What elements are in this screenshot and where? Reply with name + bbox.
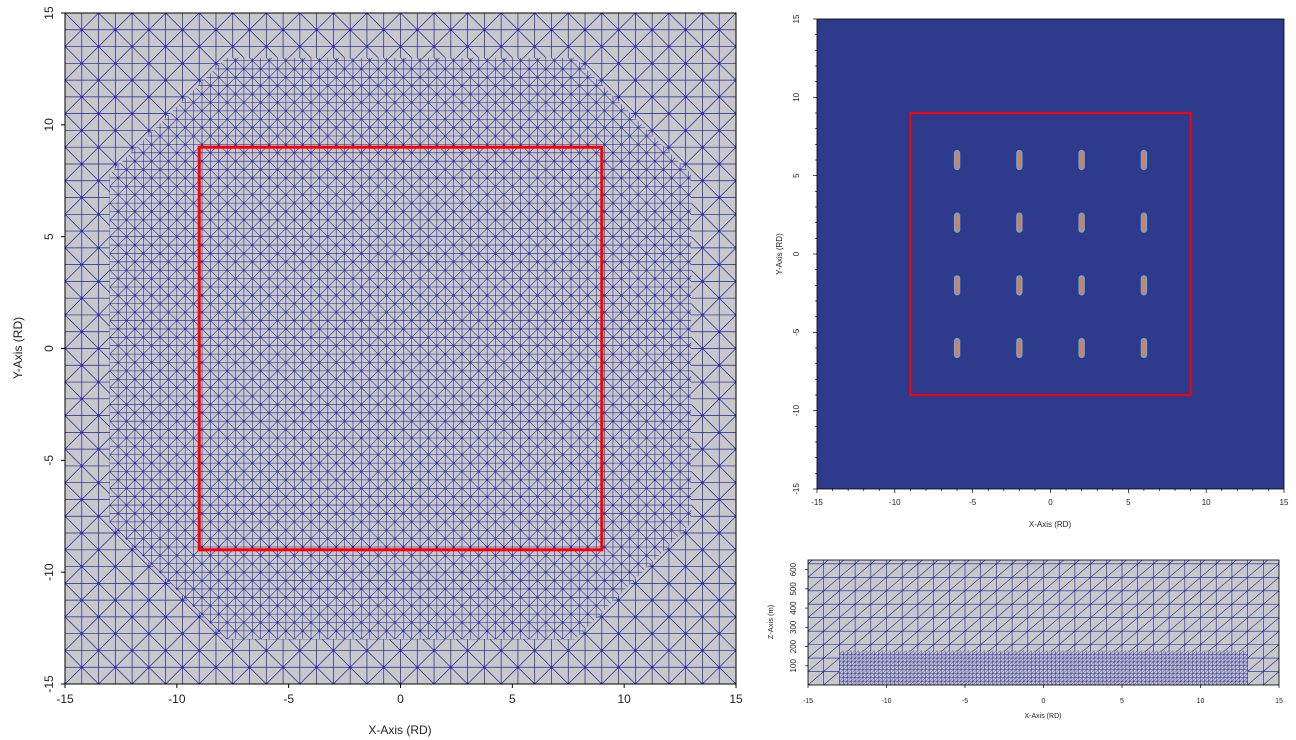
y-tick-label: 10: [792, 92, 801, 101]
y-tick-label: 600: [789, 562, 798, 576]
y-tick-label: 0: [42, 345, 56, 352]
x-tick-label: 0: [1048, 498, 1053, 507]
mesh-section-grid: [808, 560, 1279, 685]
y-tick-label: -15: [42, 675, 56, 693]
mesh-section-y-ticks: 100 200 300 400 500 600: [789, 562, 808, 672]
y-tick-label: 400: [789, 601, 798, 615]
x-tick-label: 0: [397, 692, 404, 706]
x-tick-label: 15: [1280, 498, 1289, 507]
x-tick-label: -5: [962, 698, 968, 705]
y-tick-label: 10: [42, 118, 56, 132]
well-marker: [1078, 149, 1085, 171]
mesh-section-y-axis-label: Z-Axis (m): [766, 604, 775, 639]
mesh-plan-chart: -15 -10 -5 0 5 10 15 -15 -10 -5 0 5 10 15 X-Axis (RD…: [11, 6, 743, 737]
well-marker: [1016, 149, 1023, 171]
well-marker: [1140, 212, 1148, 233]
well-field-y-axis-label: Y-Axis (RD): [775, 233, 784, 275]
x-tick-label: 10: [617, 692, 631, 706]
x-tick-label: -15: [56, 692, 74, 706]
well-marker: [1078, 212, 1085, 233]
x-tick-label: -15: [803, 698, 813, 705]
y-tick-label: 300: [789, 620, 798, 634]
x-tick-label: -5: [283, 692, 294, 706]
y-tick-label: 100: [789, 659, 798, 673]
well-marker: [1016, 275, 1023, 296]
fine-section-mesh: [839, 650, 1248, 685]
well-marker: [953, 212, 961, 233]
x-tick-label: -10: [889, 498, 901, 507]
mesh-plan-highlight-box: [197, 145, 604, 552]
mesh-section-chart: -15 -10 -5 0 5 10 15 100 200 300 400 500 600 X-Axis…: [766, 559, 1283, 720]
y-tick-label: 15: [792, 14, 801, 23]
well-field-highlight-box: [909, 112, 1192, 396]
well-marker: [953, 275, 961, 296]
x-tick-label: -15: [811, 498, 823, 507]
well-marker: [953, 337, 961, 359]
well-marker: [1016, 337, 1023, 359]
x-tick-label: 5: [509, 692, 516, 706]
y-tick-label: -5: [42, 455, 56, 466]
x-tick-label: 0: [1042, 698, 1046, 705]
x-tick-label: 5: [1126, 498, 1131, 507]
y-tick-label: -5: [792, 328, 801, 336]
well-marker: [953, 149, 961, 171]
x-tick-label: 15: [1275, 698, 1283, 705]
y-tick-label: 200: [789, 639, 798, 653]
x-tick-label: -10: [168, 692, 186, 706]
x-tick-label: -5: [969, 498, 977, 507]
x-tick-label: -10: [881, 698, 891, 705]
x-tick-label: 15: [729, 692, 743, 706]
well-marker: [1140, 337, 1148, 359]
y-tick-label: 500: [789, 582, 798, 596]
well-marker: [1016, 212, 1023, 233]
mesh-plan-y-ticks: -15 -10 -5 0 5 10 15: [42, 6, 65, 693]
well-markers: [953, 149, 1148, 359]
well-field-x-ticks: -15 -10 -5 0 5 10 15: [811, 489, 1289, 507]
well-field-x-axis-label: X-Axis (RD): [1029, 520, 1072, 529]
mesh-plan-x-ticks: -15 -10 -5 0 5 10 15: [56, 684, 743, 706]
y-tick-label: -10: [42, 563, 56, 581]
well-field-chart: -15 -10 -5 0 5 10 15 -15 -10 -5 0 5 10 15 X-Axis (RD…: [775, 14, 1289, 529]
y-tick-label: -15: [792, 483, 801, 495]
mesh-section-x-axis-label: X-Axis (RD): [1025, 713, 1062, 720]
well-field-plot-area: [817, 19, 1284, 489]
well-marker: [1078, 337, 1085, 359]
mesh-section-x-ticks: -15 -10 -5 0 5 10 15: [803, 685, 1283, 705]
x-tick-label: 5: [1120, 698, 1124, 705]
y-tick-label: 0: [792, 251, 801, 256]
mesh-plan-grid: [65, 13, 736, 684]
y-tick-label: 5: [42, 233, 56, 240]
x-tick-label: 10: [1197, 698, 1205, 705]
mesh-plan-x-axis-label: X-Axis (RD): [368, 723, 431, 737]
x-tick-label: 10: [1202, 498, 1211, 507]
mesh-plan-y-axis-label: Y-Axis (RD): [11, 317, 25, 379]
y-tick-label: 5: [792, 173, 801, 178]
y-tick-label: 15: [42, 6, 56, 20]
well-marker: [1140, 275, 1148, 296]
well-marker: [1078, 275, 1085, 296]
well-marker: [1140, 149, 1148, 171]
well-field-y-ticks: -15 -10 -5 0 5 10 15: [792, 14, 817, 495]
y-tick-label: -10: [792, 404, 801, 416]
